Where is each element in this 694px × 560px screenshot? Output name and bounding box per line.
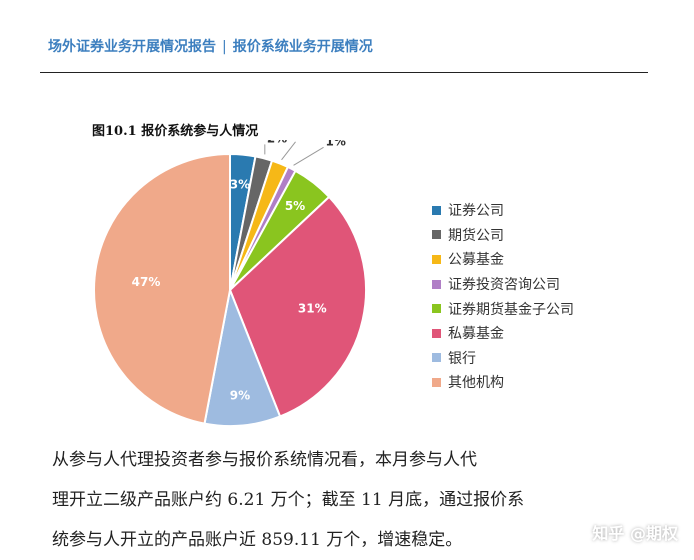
pie-label-7: 9%: [230, 389, 250, 403]
legend-item-3: 公募基金: [432, 247, 574, 272]
header-section-title: 报价系统业务开展情况: [232, 39, 373, 55]
watermark: 知乎 @期权: [592, 524, 678, 543]
legend-label: 证券期货基金子公司: [448, 301, 574, 318]
legend-label: 其他机构: [448, 375, 504, 392]
legend-item-6: 私募基金: [432, 321, 574, 346]
legend-item-5: 证券期货基金子公司: [432, 296, 574, 321]
legend-item-4: 证券投资咨询公司: [432, 272, 574, 297]
chart-legend: 证券公司期货公司公募基金证券投资咨询公司 证券期货基金子公司 私募基金银行其他机构: [432, 198, 574, 395]
legend-swatch: [432, 377, 441, 387]
pie-label-6: 31%: [298, 301, 327, 315]
legend-item-1: 证券公司: [432, 198, 574, 223]
legend-label: 期货公司: [448, 227, 504, 244]
pie-leader-4: [293, 146, 324, 166]
legend-label: 证券投资咨询公司: [448, 277, 560, 294]
legend-item-8: 其他机构: [432, 370, 574, 395]
report-header: 场外证券业务开展情况报告 | 报价系统业务开展情况: [48, 36, 373, 56]
paragraph-line-1: 从参与人代理投资者参与报价系统情况看，本月参与人代: [52, 450, 477, 470]
header-report-title: 场外证券业务开展情况报告: [48, 39, 216, 55]
legend-label: 证券公司: [448, 203, 504, 220]
legend-label: 私募基金: [448, 326, 504, 343]
paragraph-line-2: 理开立二级产品账户约 6.21 万个；截至 11 月底，通过报价系: [52, 490, 525, 510]
legend-swatch: [432, 205, 441, 215]
legend-item-7: 银行: [432, 346, 574, 371]
pie-label-5: 5%: [285, 199, 305, 213]
pie-label-1: 3%: [230, 177, 250, 191]
pie-label-2: 2%: [267, 140, 287, 145]
pie-label-3: 2%: [298, 140, 318, 143]
legend-label: 公募基金: [448, 252, 504, 269]
pie-chart: 3% 2% 2% 1% 5% 31% 9% 47%: [93, 140, 367, 427]
legend-swatch: [432, 279, 441, 289]
header-separator: |: [222, 39, 227, 55]
legend-swatch: [432, 328, 441, 338]
legend-swatch: [432, 230, 441, 240]
pie-label-4: 1%: [326, 140, 346, 148]
paragraph-line-3: 统参与人开立的产品账户近 859.11 万个，增速稳定。: [52, 530, 463, 550]
body-paragraph: 从参与人代理投资者参与报价系统情况看，本月参与人代 理开立二级产品账户约 6.2…: [52, 440, 652, 560]
pie-slice-6: [228, 195, 367, 418]
legend-label: 银行: [448, 350, 476, 367]
legend-swatch: [432, 254, 441, 264]
legend-swatch: [432, 353, 441, 363]
pie-slice-8: [93, 152, 231, 425]
legend-swatch: [432, 304, 441, 314]
pie-leader-3: [281, 141, 296, 161]
header-rule: [40, 72, 648, 73]
pie-label-8: 47%: [132, 275, 161, 289]
legend-item-2: 期货公司: [432, 223, 574, 248]
figure-title: 图10.1 报价系统参与人情况: [92, 124, 259, 139]
